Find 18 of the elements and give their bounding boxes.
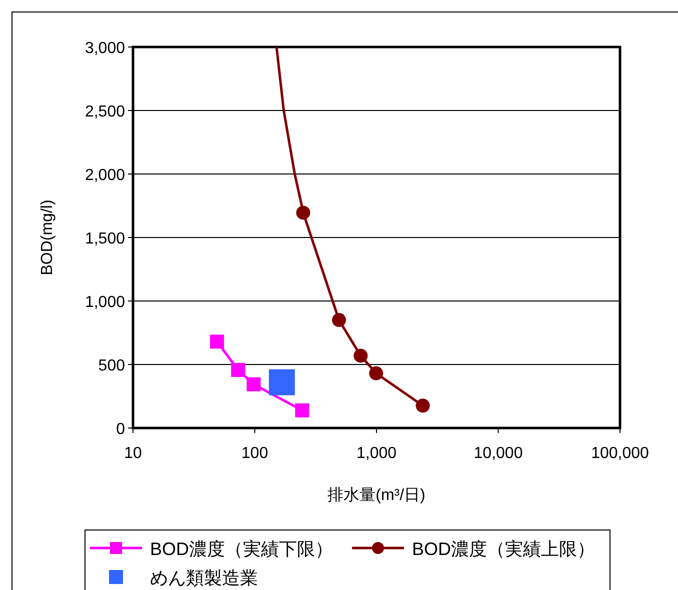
x-tick-label: 100	[241, 445, 268, 462]
y-tick-label: 500	[98, 358, 126, 374]
legend-label: BOD濃度（実績下限）	[150, 539, 334, 559]
legend-label: BOD濃度（実績上限）	[412, 539, 596, 559]
y-axis-title: BOD(mg/l)	[39, 200, 56, 276]
x-tick-label: 10,000	[474, 445, 523, 462]
y-tick-label: 2,000	[84, 167, 126, 184]
x-tick-label: 100,000	[591, 445, 650, 462]
y-tick-label: 1,000	[84, 294, 126, 311]
y-tick-label: 3,000	[84, 40, 126, 57]
x-axis-title: 排水量(m³/日)	[328, 486, 426, 504]
y-tick-label: 1,500	[84, 230, 126, 248]
plot: 0 500 1,000 1,500 2,000 2,500 3,000 10 100 1,000 10,000 100,000	[84, 40, 649, 462]
y-tick-label: 2,500	[84, 104, 126, 120]
x-tick-label: 10	[124, 445, 142, 462]
y-tick-label: 0	[116, 421, 126, 438]
legend-label: めん類製造業	[150, 568, 258, 588]
x-tick-label: 1,000	[356, 445, 397, 462]
